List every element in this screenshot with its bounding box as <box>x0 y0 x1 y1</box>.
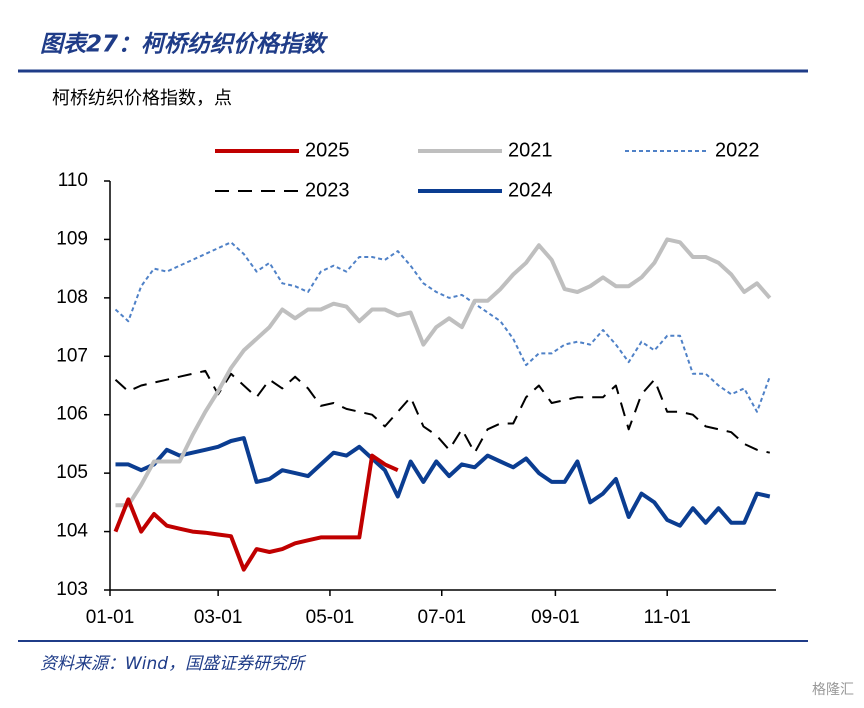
series-line <box>115 237 772 508</box>
legend-label: 2025 <box>305 139 350 161</box>
x-tick-label: 01-01 <box>86 607 135 628</box>
series-line <box>115 436 771 528</box>
legend-label: 2023 <box>305 179 350 201</box>
chart-subtitle: 柯桥纺织价格指数，点 <box>52 88 232 109</box>
y-tick-label: 106 <box>56 404 88 425</box>
series-line <box>114 369 771 454</box>
x-tick-label: 11-01 <box>644 607 691 628</box>
watermark: 格隆汇 <box>812 682 854 698</box>
legend-label: 2022 <box>715 139 760 161</box>
page-title: 图表27：柯桥纺织价格指数 <box>40 32 329 58</box>
y-tick-label: 104 <box>56 521 88 542</box>
series-line <box>114 241 771 413</box>
legend-label: 2021 <box>508 139 553 161</box>
y-tick-label: 105 <box>56 462 88 483</box>
series-line <box>113 453 399 572</box>
source: 资料来源：Wind，国盛证券研究所 <box>40 654 307 674</box>
y-tick-label: 103 <box>56 579 88 600</box>
x-tick-label: 05-01 <box>306 607 355 628</box>
y-tick-label: 110 <box>58 170 88 191</box>
x-tick-label: 09-01 <box>531 607 580 628</box>
legend-label: 2024 <box>508 179 553 201</box>
x-tick-label: 03-01 <box>194 607 243 628</box>
x-tick-label: 07-01 <box>417 607 466 628</box>
y-tick-label: 107 <box>56 345 88 366</box>
y-tick-label: 108 <box>56 287 88 308</box>
y-tick-label: 109 <box>56 228 88 249</box>
